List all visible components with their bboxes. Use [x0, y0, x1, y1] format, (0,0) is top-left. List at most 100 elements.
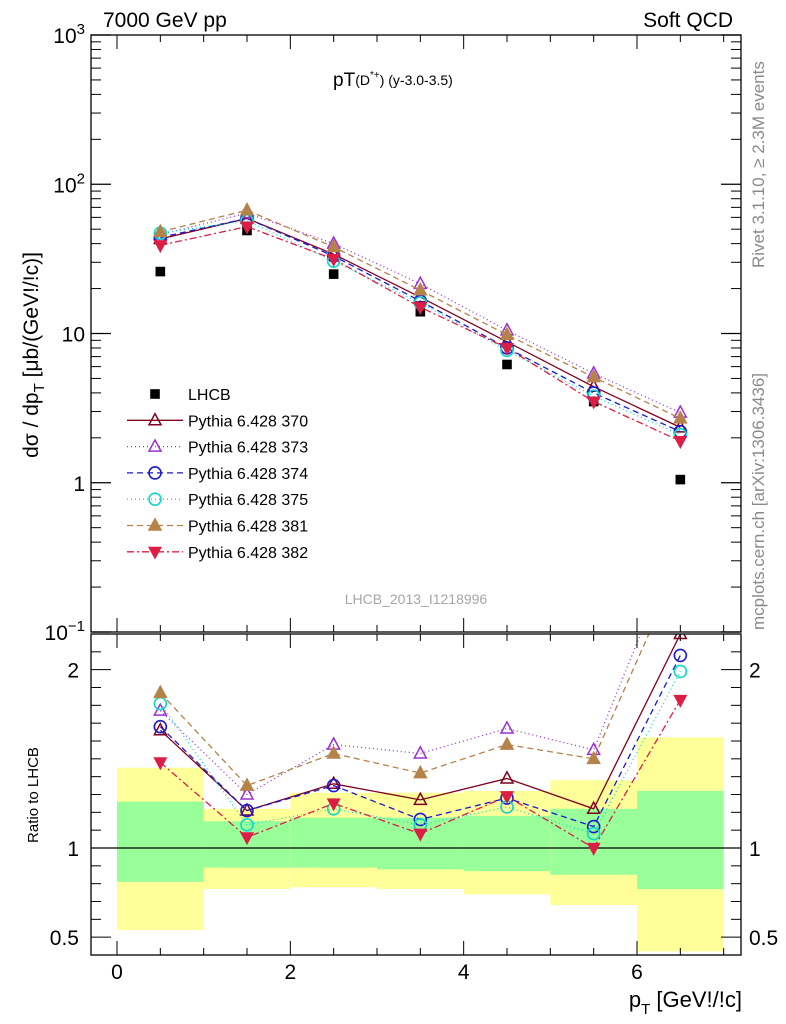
- data-point: [155, 266, 166, 277]
- legend-entry: LHCB: [150, 387, 231, 404]
- ratio-y-tick-label-right: 0.5: [749, 927, 778, 950]
- ratio-series-2: [153, 529, 686, 800]
- ratio-data-point: [326, 775, 341, 790]
- legend-label: Pythia 6.428 373: [188, 440, 308, 457]
- ratio-data-point: [413, 764, 428, 779]
- data-point: [673, 410, 688, 424]
- x-axis-label: pT [GeV!/!c]: [629, 987, 742, 1018]
- ratio-data-point: [239, 786, 255, 800]
- legend-entry: Pythia 6.428 370: [127, 412, 308, 430]
- legend-label: LHCB: [188, 387, 231, 404]
- ratio-data-point: [586, 800, 601, 815]
- data-point: [502, 359, 512, 370]
- ratio-data-point: [499, 770, 515, 784]
- uncertainty-band-inner: [117, 801, 204, 882]
- ratio-data-point: [413, 745, 428, 759]
- ratio-data-point: [673, 694, 688, 708]
- ratio-data-point: [586, 750, 601, 765]
- data-point: [413, 282, 428, 296]
- uncertainty-band-inner: [290, 817, 377, 868]
- legend-label: Pythia 6.428 381: [188, 519, 308, 536]
- rivet-version-label: Rivet 3.1.10, ≥ 2.3M events: [749, 61, 768, 268]
- ratio-series-line: [159, 634, 642, 796]
- header-right: Soft QCD: [643, 9, 733, 32]
- ratio-panel: 0.5 0.5 1 1 2 2 0 2 4 6: [50, 529, 778, 984]
- main-series-mc-5: [153, 202, 688, 424]
- legend-label: Pythia 6.428 382: [188, 545, 308, 562]
- mcplots-reference-label: mcplots.cern.ch [arXiv:1306.3436]: [749, 373, 768, 630]
- ratio-data-point: [586, 842, 601, 856]
- data-point: [326, 238, 341, 253]
- data-point: [499, 326, 515, 341]
- data-point: [586, 368, 601, 383]
- series-line: [160, 225, 681, 442]
- svg-text:dσ / dpT [μb/(GeV!/!c)]: dσ / dpT [μb/(GeV!/!c)]: [20, 252, 48, 458]
- analysis-id-watermark: LHCB_2013_I1218996: [345, 591, 488, 607]
- legend-marker: [147, 412, 163, 426]
- ratio-y-tick-label-left: 2: [67, 660, 79, 683]
- ratio-series-line: [159, 671, 681, 835]
- ratio-data-point: [673, 664, 688, 679]
- ratio-series-5: [153, 634, 650, 791]
- ratio-data-point: [240, 818, 254, 832]
- ratio-data-point: [674, 529, 686, 540]
- main-y-tick-label: 10: [62, 324, 85, 347]
- main-y-tick-label: 103: [53, 21, 85, 48]
- ratio-y-tick-label-right: 2: [749, 660, 761, 683]
- ratio-data-point: [413, 812, 428, 827]
- ratio-data-point: [326, 745, 341, 759]
- series-line: [160, 220, 681, 436]
- data-point: [413, 302, 428, 316]
- data-point: [328, 269, 339, 279]
- svg-text:Rivet 3.1.10, ≥ 2.3M events: Rivet 3.1.10, ≥ 2.3M events: [749, 61, 768, 268]
- legend-marker: [148, 492, 162, 507]
- data-point: [239, 221, 255, 235]
- legend-label: Pythia 6.428 375: [188, 492, 308, 509]
- legend-label: Pythia 6.428 370: [188, 413, 308, 430]
- ratio-data-point: [153, 719, 168, 734]
- legend-marker: [147, 546, 163, 560]
- plot-title: pT(D*+) (y-3.0-3.5): [333, 70, 453, 91]
- ratio-data-point: [499, 791, 515, 805]
- uncertainty-band-inner: [550, 808, 637, 875]
- data-point: [673, 436, 688, 450]
- ratio-data-point: [499, 720, 515, 734]
- data-point: [326, 254, 341, 267]
- legend-entry: Pythia 6.428 375: [127, 492, 308, 509]
- ratio-data-point: [673, 648, 688, 663]
- ratio-data-point: [586, 819, 601, 834]
- x-tick-label: 2: [284, 961, 296, 984]
- svg-text:Ratio to LHCB: Ratio to LHCB: [25, 747, 42, 843]
- main-y-tick-label: 1: [73, 473, 85, 496]
- data-point: [153, 240, 168, 254]
- svg-text:mcplots.cern.ch [arXiv:1306.34: mcplots.cern.ch [arXiv:1306.3436]: [749, 373, 768, 630]
- legend-entry: Pythia 6.428 382: [127, 545, 308, 562]
- ratio-data-point: [326, 798, 341, 812]
- ratio-data-point: [240, 803, 254, 818]
- legend-marker: [147, 517, 163, 531]
- ratio-data-point: [326, 778, 341, 793]
- legend-entry: Pythia 6.428 381: [127, 517, 308, 536]
- main-plot-frame: [90, 34, 742, 633]
- legend-marker: [147, 438, 163, 452]
- ratio-data-point: [153, 684, 168, 699]
- legend-label: Pythia 6.428 374: [188, 466, 308, 483]
- main-series-mc-3: [153, 211, 688, 439]
- legend-marker: [148, 466, 162, 480]
- ratio-series-6: [153, 694, 688, 856]
- ratio-data-point: [499, 736, 515, 750]
- x-tick-label: 6: [631, 961, 643, 984]
- data-point: [586, 396, 601, 410]
- ratio-y-axis-label: Ratio to LHCB: [25, 747, 42, 843]
- data-point: [239, 202, 255, 216]
- data-point: [586, 378, 601, 392]
- ratio-plot-frame: [90, 633, 742, 956]
- ratio-data-point: [413, 828, 428, 842]
- x-tick-label: 0: [111, 961, 123, 984]
- ratio-data-point: [586, 826, 601, 841]
- uncertainty-band-inner: [377, 817, 464, 870]
- uncertainty-band-inner: [463, 815, 551, 872]
- series-line: [160, 217, 681, 433]
- ratio-data-point: [153, 757, 168, 771]
- legend-marker: [150, 389, 160, 399]
